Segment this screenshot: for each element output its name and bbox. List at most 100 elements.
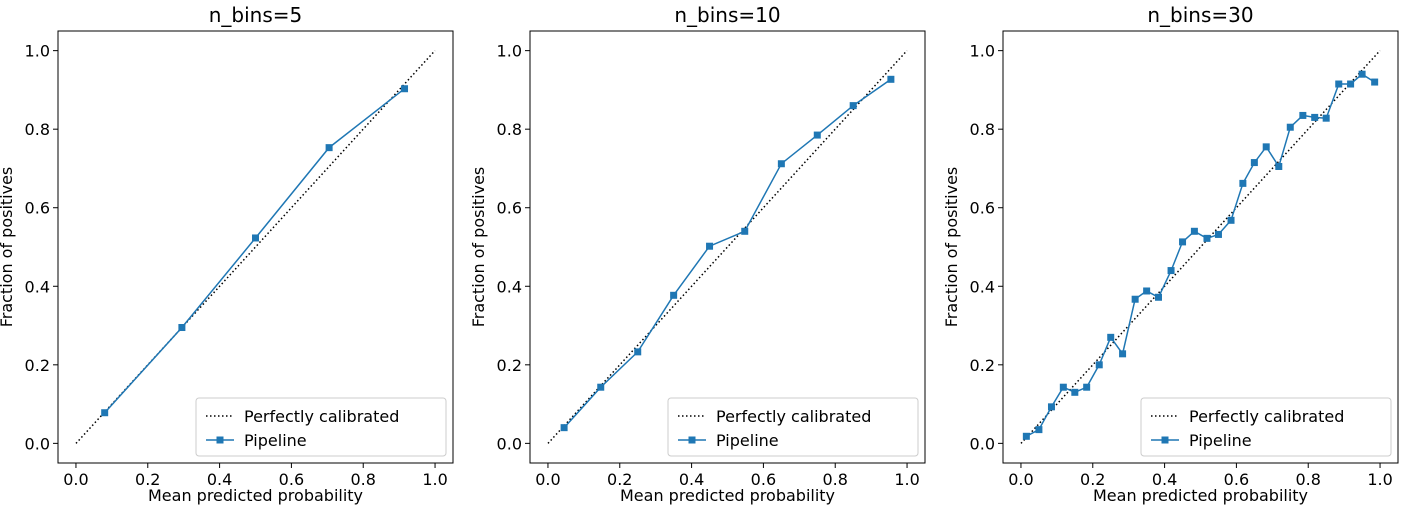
- x-tick-label: 0.8: [1296, 470, 1321, 489]
- pipeline-marker: [252, 234, 259, 242]
- y-tick-label: 0.6: [25, 199, 50, 218]
- pipeline-marker: [1250, 159, 1258, 167]
- legend-entry: Perfectly calibrated: [716, 407, 871, 426]
- y-tick-label: 0.6: [497, 199, 522, 218]
- plot-frame: [529, 30, 926, 464]
- pipeline-marker: [813, 131, 821, 139]
- legend-entry: Pipeline: [244, 431, 307, 450]
- legend-entry: Pipeline: [1189, 431, 1252, 450]
- pipeline-marker: [634, 348, 642, 356]
- x-tick-label: 0.4: [679, 470, 704, 489]
- x-tick-label: 0.6: [279, 470, 304, 489]
- pipeline-marker: [1286, 123, 1294, 131]
- pipeline-marker: [1358, 70, 1366, 78]
- pipeline-marker: [777, 160, 785, 168]
- legend: Perfectly calibrated Pipeline: [195, 397, 447, 457]
- pipeline-marker: [1095, 361, 1103, 369]
- pipeline-marker: [1167, 267, 1175, 275]
- chart-title: n_bins=10: [674, 3, 780, 27]
- perfectly-calibrated-line: [547, 50, 908, 444]
- pipeline-marker: [887, 75, 895, 83]
- pipeline-marker: [1203, 234, 1211, 242]
- y-tick-label: 0.2: [970, 356, 995, 375]
- x-tick-label: 0.6: [751, 470, 776, 489]
- y-tick-label: 0.0: [25, 434, 50, 453]
- pipeline-marker: [706, 242, 714, 250]
- pipeline-marker: [1214, 230, 1222, 238]
- x-tick-label: 0.8: [351, 470, 376, 489]
- y-axis-label: Fraction of positives: [0, 167, 16, 328]
- x-tick-label: 1.0: [422, 470, 447, 489]
- pipeline-marker: [1299, 111, 1307, 119]
- chart-panel-2: n_bins=10 0.0 0.2 0.4 0.6 0.8 1.0 0.0 0.2 0.4 0.6 0…: [469, 3, 926, 505]
- chart-panel-1: n_bins=5 0.0 0.2 0.4 0.6 0.8 1.0 0.0 0.2 0.4 0.6 0.…: [0, 3, 454, 505]
- y-tick-label: 0.4: [970, 277, 995, 296]
- x-tick-label: 0.0: [535, 470, 560, 489]
- chart-title: n_bins=5: [209, 3, 303, 27]
- pipeline-marker: [1059, 383, 1067, 391]
- y-tick-label: 0.2: [25, 356, 50, 375]
- pipeline-marker: [1239, 179, 1247, 187]
- pipeline-marker: [560, 424, 568, 432]
- x-tick-label: 0.2: [135, 470, 160, 489]
- pipeline-line: [563, 78, 892, 429]
- pipeline-marker: [1083, 383, 1091, 391]
- chart-panel-3: n_bins=30 0.0 0.2 0.4 0.6 0.8 1.0 0.0 0.2 0.4 0.6 0…: [942, 3, 1399, 505]
- x-axis-label: Mean predicted probability: [620, 486, 835, 505]
- pipeline-line: [104, 88, 405, 414]
- y-tick-label: 0.0: [970, 434, 995, 453]
- y-tick-label: 0.8: [25, 120, 50, 139]
- legend-box: [667, 397, 919, 457]
- pipeline-marker: [741, 227, 749, 235]
- x-tick-label: 0.4: [207, 470, 232, 489]
- pipeline-marker: [1322, 114, 1330, 122]
- legend: Perfectly calibrated Pipeline: [1140, 397, 1392, 457]
- pipeline-marker: [1131, 295, 1139, 303]
- pipeline-marker: [849, 102, 857, 110]
- pipeline-marker: [325, 144, 333, 152]
- x-tick-label: 0.4: [1152, 470, 1177, 489]
- pipeline-marker: [1227, 216, 1235, 224]
- y-axis-label: Fraction of positives: [469, 167, 488, 328]
- y-axis-label: Fraction of positives: [942, 167, 961, 328]
- perfectly-calibrated-line: [1020, 50, 1381, 444]
- pipeline-marker: [1119, 350, 1127, 358]
- pipeline-marker: [1022, 432, 1030, 440]
- y-tick-label: 0.4: [25, 277, 50, 296]
- pipeline-marker: [1035, 426, 1043, 434]
- x-tick-label: 0.0: [1008, 470, 1033, 489]
- y-tick-label: 1.0: [497, 42, 522, 61]
- pipeline-marker: [1047, 403, 1055, 411]
- y-tick-label: 1.0: [25, 42, 50, 61]
- legend: Perfectly calibrated Pipeline: [667, 397, 919, 457]
- legend-box: [1140, 397, 1392, 457]
- legend-entry: Pipeline: [716, 431, 779, 450]
- x-tick-label: 1.0: [894, 470, 919, 489]
- pipeline-marker: [101, 409, 109, 417]
- x-tick-label: 0.0: [63, 470, 88, 489]
- pipeline-marker: [1107, 333, 1115, 341]
- pipeline-marker: [1071, 388, 1079, 396]
- y-tick-label: 1.0: [970, 42, 995, 61]
- y-tick-label: 0.2: [497, 356, 522, 375]
- x-tick-label: 0.2: [607, 470, 632, 489]
- pipeline-marker: [178, 324, 186, 332]
- x-axis-label: Mean predicted probability: [1093, 486, 1308, 505]
- legend-swatch-marker: [1161, 436, 1169, 444]
- pipeline-marker: [1275, 162, 1283, 170]
- legend-entry: Perfectly calibrated: [244, 407, 399, 426]
- pipeline-marker: [1335, 80, 1343, 88]
- pipeline-marker: [1179, 238, 1187, 246]
- legend-swatch-marker: [688, 436, 696, 444]
- y-tick-label: 0.8: [970, 120, 995, 139]
- pipeline-marker: [670, 291, 678, 299]
- y-tick-label: 0.6: [970, 199, 995, 218]
- y-tick-label: 0.4: [497, 277, 522, 296]
- x-tick-label: 0.6: [1224, 470, 1249, 489]
- legend-box: [195, 397, 447, 457]
- pipeline-marker: [401, 85, 409, 93]
- pipeline-line: [1025, 73, 1376, 437]
- x-axis-label: Mean predicted probability: [148, 486, 363, 505]
- pipeline-marker: [1143, 287, 1151, 295]
